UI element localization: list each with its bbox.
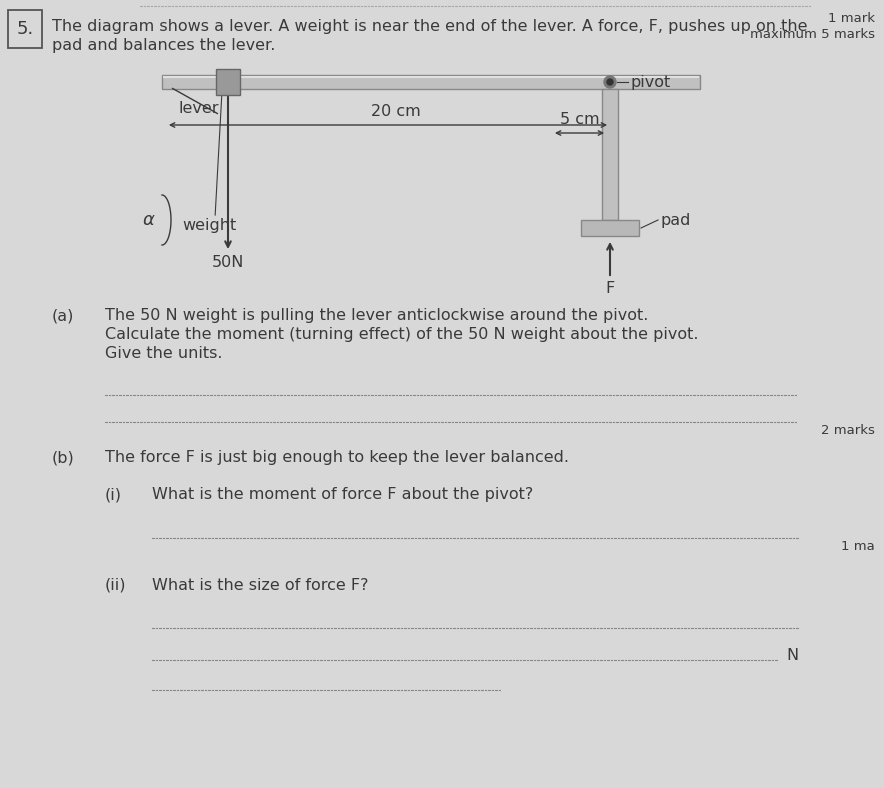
Text: maximum 5 marks: maximum 5 marks <box>750 28 875 40</box>
Text: The 50 N weight is pulling the lever anticlockwise around the pivot.: The 50 N weight is pulling the lever ant… <box>105 308 648 323</box>
Text: Calculate the moment (turning effect) of the 50 N weight about the pivot.: Calculate the moment (turning effect) of… <box>105 327 698 342</box>
Circle shape <box>604 76 616 88</box>
Text: The force F is just big enough to keep the lever balanced.: The force F is just big enough to keep t… <box>105 450 569 465</box>
Text: 20 cm: 20 cm <box>371 104 421 119</box>
Bar <box>162 75 700 89</box>
Text: 5.: 5. <box>17 20 34 38</box>
Circle shape <box>607 79 613 85</box>
Text: α: α <box>142 211 154 229</box>
Bar <box>581 220 639 236</box>
Text: 1 ma: 1 ma <box>842 540 875 552</box>
Bar <box>602 89 618 220</box>
Text: 2 marks: 2 marks <box>821 423 875 437</box>
Text: N: N <box>786 649 798 663</box>
Text: pad and balances the lever.: pad and balances the lever. <box>52 38 276 53</box>
Text: Give the units.: Give the units. <box>105 346 223 361</box>
Text: 50N: 50N <box>212 255 244 269</box>
Text: pivot: pivot <box>630 75 670 90</box>
Text: (i): (i) <box>105 487 122 502</box>
Text: The diagram shows a lever. A weight is near the end of the lever. A force, F, pu: The diagram shows a lever. A weight is n… <box>52 18 807 34</box>
Text: (ii): (ii) <box>105 578 126 593</box>
Text: (b): (b) <box>52 450 75 465</box>
Text: (a): (a) <box>52 308 74 323</box>
Text: What is the moment of force F about the pivot?: What is the moment of force F about the … <box>152 487 533 502</box>
Bar <box>216 69 240 95</box>
Text: lever: lever <box>178 101 218 116</box>
Text: pad: pad <box>660 213 690 228</box>
Text: What is the size of force F?: What is the size of force F? <box>152 578 369 593</box>
Text: F: F <box>606 281 614 296</box>
Text: 5 cm: 5 cm <box>560 112 600 127</box>
Text: 1 mark: 1 mark <box>828 12 875 24</box>
Text: weight: weight <box>182 217 236 232</box>
FancyBboxPatch shape <box>8 10 42 48</box>
